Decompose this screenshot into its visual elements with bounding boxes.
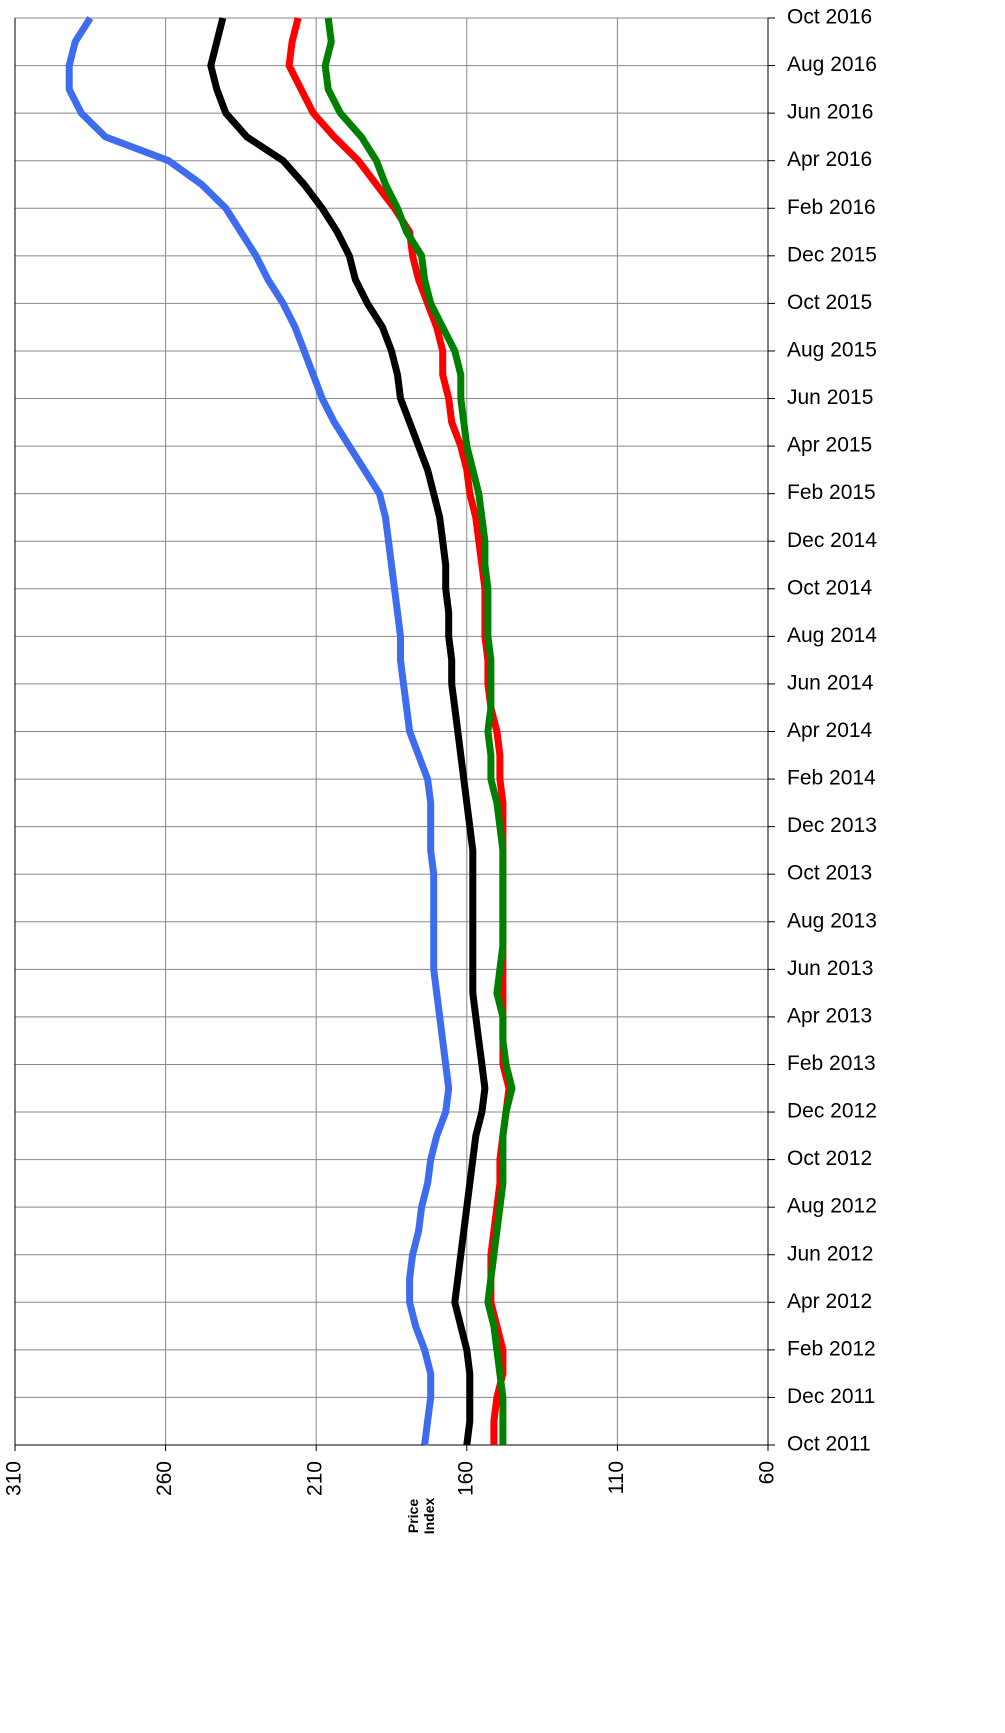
y-tick-label: Apr 2014 xyxy=(787,719,873,742)
y-tick-label: Jun 2012 xyxy=(787,1242,873,1265)
y-tick-label: Apr 2016 xyxy=(787,148,872,171)
x-tick-label: 60 xyxy=(756,1461,779,1484)
y-tick-label: Dec 2015 xyxy=(787,243,877,266)
y-tick-label: Aug 2016 xyxy=(787,53,877,76)
y-tick-label: Feb 2013 xyxy=(787,1052,876,1075)
series-line xyxy=(207,17,489,1446)
axis-title: Price Index xyxy=(405,1497,437,1535)
y-tick-label: Feb 2012 xyxy=(787,1337,876,1360)
y-tick-label: Apr 2015 xyxy=(787,434,872,457)
x-tick-label: 110 xyxy=(605,1461,628,1494)
series-line xyxy=(65,16,453,1446)
y-tick-label: Oct 2016 xyxy=(787,6,872,29)
y-tick-label: Jun 2016 xyxy=(787,101,873,124)
y-tick-label: Dec 2011 xyxy=(787,1385,875,1408)
x-tick-label: 260 xyxy=(153,1461,176,1496)
y-tick-label: Oct 2012 xyxy=(787,1147,872,1170)
y-tick-label: Aug 2012 xyxy=(787,1195,877,1218)
y-tick-label: Aug 2013 xyxy=(787,909,877,932)
y-tick-label: Jun 2013 xyxy=(787,957,873,980)
y-tick-label: Apr 2012 xyxy=(787,1290,872,1313)
y-tick-label: Feb 2016 xyxy=(787,196,876,219)
x-tick-label: 210 xyxy=(304,1461,327,1496)
y-tick-label: Oct 2011 xyxy=(787,1433,871,1456)
x-tick-label: 310 xyxy=(3,1461,26,1496)
y-tick-label: Aug 2015 xyxy=(787,339,877,362)
y-tick-label: Jun 2014 xyxy=(787,671,874,694)
y-tick-label: Oct 2014 xyxy=(787,576,873,599)
y-tick-label: Apr 2013 xyxy=(787,1004,872,1027)
y-tick-label: Dec 2014 xyxy=(787,529,877,552)
series-line xyxy=(321,17,516,1445)
y-tick-label: Dec 2012 xyxy=(787,1100,877,1123)
y-tick-label: Feb 2014 xyxy=(787,767,876,790)
y-tick-label: Aug 2014 xyxy=(787,624,877,647)
y-tick-label: Dec 2013 xyxy=(787,814,877,837)
y-tick-label: Feb 2015 xyxy=(787,481,876,504)
y-tick-label: Oct 2015 xyxy=(787,291,872,314)
y-tick-label: Jun 2015 xyxy=(787,386,873,409)
y-tick-label: Oct 2013 xyxy=(787,862,872,885)
x-tick-label: 160 xyxy=(454,1461,477,1496)
